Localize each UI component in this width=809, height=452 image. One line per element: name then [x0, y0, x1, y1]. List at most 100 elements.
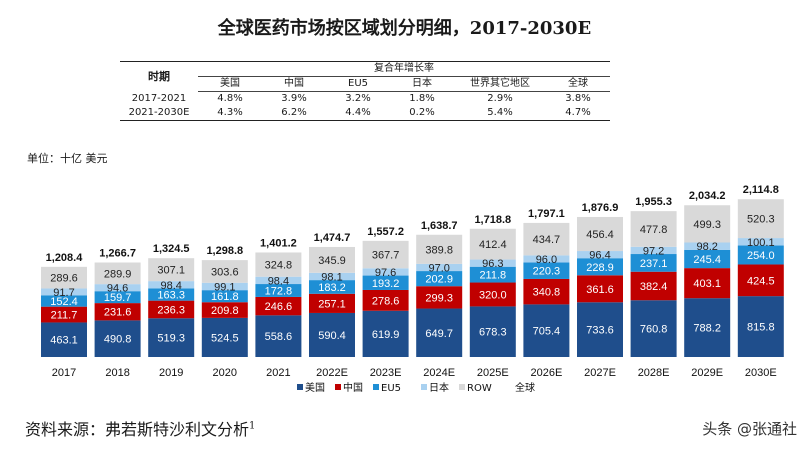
data-label: 345.9 — [318, 255, 346, 267]
bar-segment — [737, 296, 784, 357]
bar-segment — [630, 271, 677, 301]
bar-segment — [469, 306, 516, 357]
bar-segment — [148, 300, 195, 319]
bar-segment — [41, 288, 87, 296]
column-header: 世界其它地区 — [454, 76, 546, 92]
data-label: 760.8 — [640, 324, 668, 336]
bar-segment — [469, 266, 516, 283]
value-cell: 3.9% — [281, 93, 307, 104]
data-label: 228.9 — [586, 262, 614, 274]
bar-segment — [309, 246, 355, 273]
data-label: 389.8 — [425, 244, 453, 256]
data-label: 152.4 — [50, 296, 78, 308]
data-label: 278.6 — [372, 295, 400, 307]
total-label: 1,797.1 — [528, 208, 565, 220]
data-label: 403.1 — [693, 278, 721, 290]
total-label: 1,638.7 — [421, 220, 458, 232]
column-header: 日本 — [390, 76, 454, 92]
data-label: 558.6 — [265, 331, 293, 343]
bar-segment — [523, 255, 570, 263]
total-label: 2,114.8 — [743, 184, 779, 196]
value-cell: 1.8% — [409, 93, 435, 104]
column-header: 中国 — [262, 76, 326, 92]
bar-segment — [362, 275, 409, 290]
data-label: 619.9 — [372, 329, 400, 341]
bar-segment — [94, 291, 141, 304]
bar-segment — [416, 234, 463, 264]
bar-segment — [523, 304, 570, 357]
bar-segment — [523, 222, 570, 256]
data-label: 236.3 — [157, 304, 185, 316]
source-footnote: 1 — [249, 420, 256, 432]
data-label: 299.3 — [425, 292, 453, 304]
data-label: 161.8 — [211, 291, 239, 303]
data-label: 303.6 — [211, 266, 239, 278]
column-header: EU5 — [326, 76, 390, 92]
bar-segment — [737, 245, 784, 265]
period-cell: 2017-2021 — [131, 92, 187, 104]
data-label: 183.2 — [318, 282, 346, 294]
chart-title: 全球医药市场按区域划分明细，2017-2030E — [217, 18, 592, 39]
x-tick-label: 2020 — [213, 367, 237, 379]
bar-segment — [416, 286, 463, 309]
legend-label: ROW — [467, 383, 492, 394]
x-tick-label: 2023E — [370, 367, 402, 379]
data-label: 324.8 — [265, 260, 293, 272]
data-label: 590.4 — [318, 330, 346, 342]
x-tick-label: 2030E — [745, 367, 777, 379]
data-label: 705.4 — [533, 326, 561, 338]
x-tick-label: 2025E — [477, 367, 509, 379]
bar-segment — [201, 290, 248, 303]
data-label: 98.4 — [160, 280, 181, 292]
data-label: 163.3 — [157, 290, 185, 302]
data-label: 99.1 — [214, 281, 235, 293]
data-label: 320.0 — [479, 289, 507, 301]
x-tick-label: 2024E — [423, 367, 455, 379]
data-label: 211.7 — [51, 310, 78, 322]
x-tick-label: 2028E — [638, 367, 670, 379]
data-label: 96.3 — [482, 258, 503, 270]
bar-segment — [201, 302, 248, 318]
legend-label: 美国 — [305, 381, 325, 394]
value-cell: 5.4% — [454, 106, 546, 121]
period-header: 时期 — [120, 61, 198, 92]
bar-segment — [362, 310, 409, 357]
legend-swatch — [335, 384, 341, 390]
total-label: 2,034.2 — [689, 190, 726, 202]
bar-segment — [523, 278, 570, 305]
bar-segment — [684, 249, 731, 269]
bar-segment — [148, 281, 195, 289]
data-label: 96.4 — [589, 250, 610, 262]
bar-segment — [255, 296, 302, 316]
data-label: 412.4 — [479, 239, 507, 251]
bar-segment — [630, 254, 677, 272]
data-label: 733.6 — [586, 325, 614, 337]
data-label: 100.1 — [747, 237, 775, 249]
bar-segment — [362, 268, 409, 276]
value-cell: 4.8% — [217, 93, 243, 104]
x-tick-label: 2021 — [266, 367, 290, 379]
bar-segment — [737, 264, 784, 297]
value-cell: 0.2% — [390, 106, 454, 121]
bar-segment — [255, 315, 302, 357]
bar-segment — [469, 228, 516, 260]
data-label: 94.6 — [107, 283, 128, 295]
value-cell: 3.8% — [565, 93, 591, 104]
data-label: 788.2 — [693, 323, 721, 335]
legend-swatch — [421, 384, 427, 390]
data-label: 361.6 — [586, 284, 614, 296]
data-label: 424.5 — [747, 275, 775, 287]
value-cell: 4.4% — [326, 106, 390, 121]
bar-segment — [577, 216, 623, 252]
data-label: 96.0 — [536, 254, 557, 266]
x-tick-label: 2017 — [52, 367, 76, 379]
column-header: 美国 — [198, 76, 262, 92]
bar-segment — [577, 258, 623, 276]
legend-swatch — [297, 384, 303, 390]
data-label: 649.7 — [425, 328, 453, 340]
data-label: 340.8 — [533, 287, 561, 299]
bar-segment — [41, 266, 87, 289]
x-tick-label: 2027E — [584, 367, 616, 379]
bar-segment — [416, 271, 463, 287]
total-label: 1,557.2 — [367, 226, 404, 238]
